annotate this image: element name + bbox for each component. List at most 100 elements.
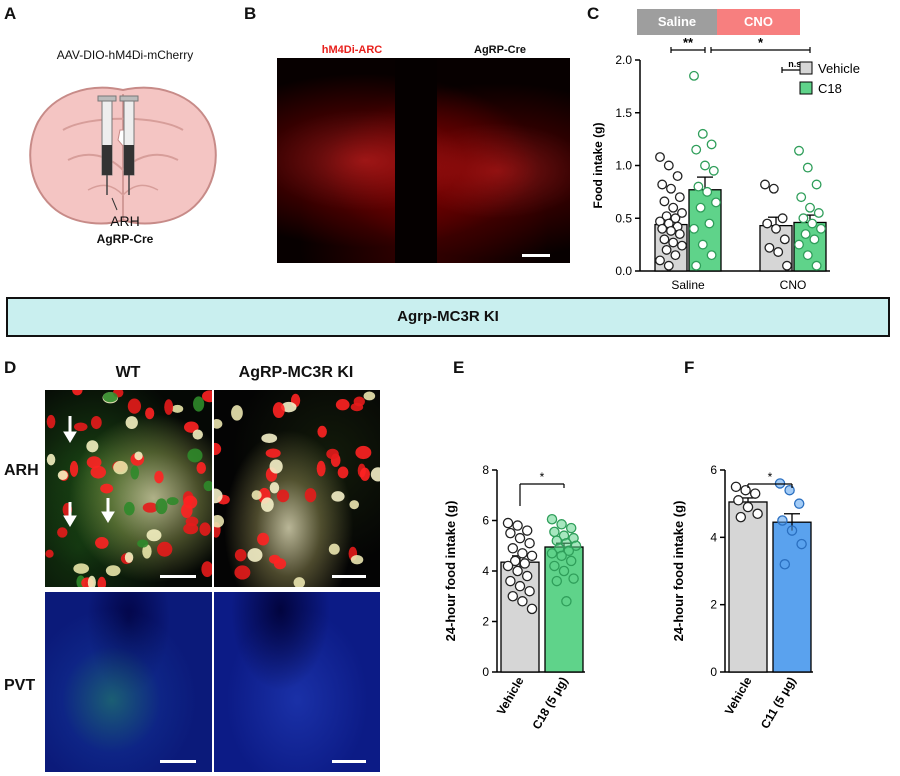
data-point	[777, 515, 788, 526]
data-point	[733, 495, 744, 506]
cell	[155, 498, 168, 515]
data-point	[794, 145, 804, 156]
cell	[113, 460, 128, 475]
data-point	[512, 520, 523, 531]
data-point	[711, 197, 721, 208]
cell	[69, 460, 79, 477]
bar-0	[728, 501, 768, 673]
data-point	[509, 555, 521, 567]
cell	[234, 548, 247, 562]
cell	[57, 527, 68, 538]
data-point	[752, 508, 763, 520]
data-point	[655, 255, 665, 266]
micrograph-pvt-wt	[45, 592, 212, 772]
data-point	[779, 559, 791, 570]
data-point	[777, 213, 788, 224]
cell	[90, 465, 107, 479]
data-point	[517, 596, 528, 607]
data-point	[702, 186, 713, 197]
cell	[257, 532, 270, 546]
cell	[192, 429, 203, 440]
row-label-pvt: PVT	[4, 677, 36, 694]
legend-swatch	[799, 81, 813, 95]
data-point	[519, 558, 531, 569]
data-point	[556, 519, 567, 530]
legend-label: Vehicle	[818, 61, 860, 76]
data-point	[514, 532, 526, 544]
data-point	[558, 565, 570, 577]
significance-label: *	[768, 470, 773, 484]
chart-c: 0.0 0.5 1.0 1.5 2.0 Food intake (g) Saline CNO *…	[591, 36, 860, 292]
data-point	[691, 260, 702, 271]
data-point	[807, 218, 818, 229]
data-point	[672, 171, 683, 182]
cell	[145, 407, 155, 420]
cell	[183, 495, 198, 509]
data-point	[735, 511, 747, 523]
arrows-overlay	[63, 416, 115, 527]
data-point	[526, 603, 538, 615]
data-point	[708, 165, 719, 176]
cell	[272, 402, 285, 419]
condition-cno: CNO	[717, 9, 800, 35]
row-label-arh: ARH	[4, 462, 39, 479]
cell	[171, 404, 184, 413]
cell	[45, 549, 54, 558]
cell	[73, 563, 90, 574]
data-point	[668, 237, 679, 248]
data-point	[670, 250, 681, 261]
cell	[214, 419, 223, 429]
cell	[317, 425, 327, 438]
data-point	[568, 573, 579, 584]
data-point	[570, 540, 582, 552]
panel-label-d: D	[4, 358, 17, 377]
y-tick-label: 0.5	[615, 211, 632, 225]
cell	[350, 555, 364, 565]
y-tick-label: 4	[710, 530, 717, 544]
data-point	[666, 225, 676, 236]
data-point	[514, 580, 526, 592]
data-point	[526, 550, 538, 562]
cell	[146, 529, 162, 542]
arrow-down-icon	[63, 502, 77, 527]
cell	[353, 396, 365, 407]
data-point	[782, 260, 792, 271]
data-point	[768, 183, 779, 194]
data-point	[802, 250, 813, 261]
data-point	[657, 223, 668, 234]
cell	[260, 497, 274, 512]
cell	[234, 565, 251, 580]
caption-hm4di: hM4Di-ARC	[321, 44, 383, 56]
data-point	[811, 179, 822, 190]
cell	[193, 396, 205, 412]
cell	[105, 565, 121, 577]
cell	[203, 480, 212, 492]
arrow-down-icon	[63, 416, 77, 443]
data-point	[706, 139, 717, 150]
data-point	[551, 575, 563, 587]
data-point	[697, 239, 708, 250]
data-point	[730, 481, 742, 493]
cell	[125, 416, 138, 430]
data-point	[565, 555, 577, 567]
cell	[261, 433, 278, 444]
x-tick-label: Vehicle	[722, 674, 755, 717]
data-point	[507, 543, 519, 554]
col-label-ki: AgRP-MC3R KI	[238, 364, 354, 381]
cell	[183, 421, 199, 433]
data-point	[659, 234, 670, 245]
significance-label: *	[758, 36, 764, 50]
data-point	[779, 234, 790, 245]
region-label: ARH	[110, 213, 140, 229]
cell	[97, 576, 107, 587]
panel-label-b: B	[244, 4, 257, 23]
cell	[331, 491, 345, 502]
condition-saline: Saline	[637, 9, 717, 35]
data-point	[505, 527, 516, 539]
data-point	[784, 484, 795, 496]
data-point	[798, 213, 809, 224]
data-point	[693, 181, 704, 192]
y-tick-label: 4	[482, 564, 489, 578]
cell	[273, 558, 287, 570]
cell	[134, 451, 143, 461]
